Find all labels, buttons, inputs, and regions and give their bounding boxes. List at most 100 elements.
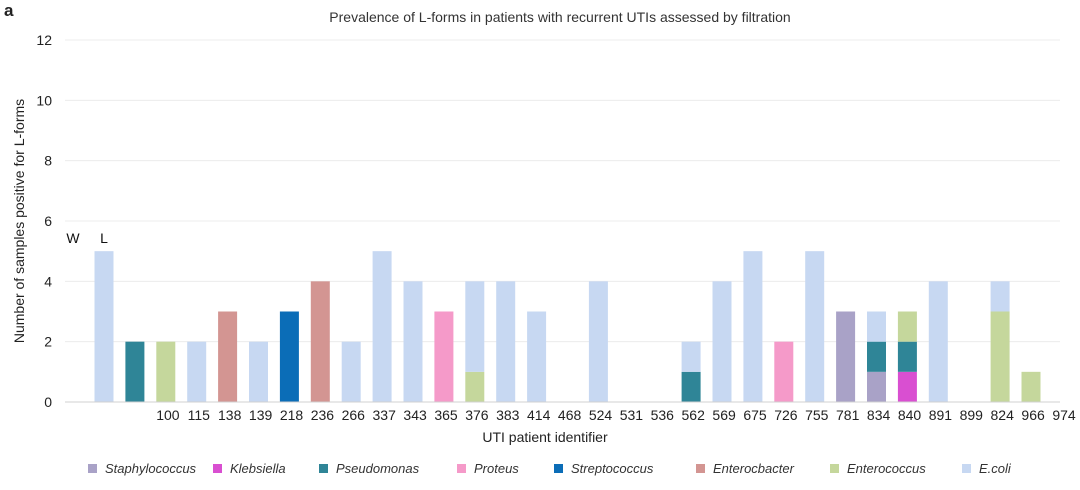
x-tick-label: 138 <box>218 407 242 423</box>
x-tick-label: 675 <box>743 407 767 423</box>
bar-segment <box>125 341 145 402</box>
x-tick-label: 414 <box>527 407 551 423</box>
x-tick-label: 899 <box>960 407 984 423</box>
x-tick-label: 562 <box>682 407 706 423</box>
legend-swatch <box>457 464 466 473</box>
x-tick-label: 383 <box>496 407 520 423</box>
legend-item: Pseudomonas <box>319 461 419 476</box>
bar-segment <box>681 341 701 372</box>
bar-segment <box>867 341 886 372</box>
x-tick-label: 343 <box>403 407 427 423</box>
legend-label: Proteus <box>474 461 519 476</box>
legend-item: Klebsiella <box>213 461 286 476</box>
x-tick-label: 840 <box>898 407 922 423</box>
legend-item: Staphylococcus <box>88 461 196 476</box>
y-tick-label: 12 <box>36 32 52 48</box>
x-tick-label: 781 <box>836 407 860 423</box>
bar-segment <box>341 341 361 402</box>
x-tick-label: 536 <box>651 407 675 423</box>
annotation-w: W <box>66 230 80 246</box>
annotation-l: L <box>100 230 108 246</box>
legend-swatch <box>830 464 839 473</box>
bar-segment <box>527 311 547 402</box>
bar-segment <box>743 251 763 402</box>
panel-letter: a <box>4 1 14 20</box>
legend-label: E.coli <box>979 461 1011 476</box>
bar-segment <box>897 371 917 402</box>
bar-segment <box>588 281 608 402</box>
bar-segment <box>990 281 1010 312</box>
y-tick-label: 8 <box>44 153 52 169</box>
x-tick-label: 468 <box>558 407 582 423</box>
bar-segment <box>897 341 917 372</box>
x-tick-label: 755 <box>805 407 829 423</box>
x-tick-label: 115 <box>188 407 211 423</box>
x-tick-label: 376 <box>465 407 489 423</box>
bar-segment <box>310 281 330 402</box>
x-tick-label: 266 <box>342 407 366 423</box>
bar-segment <box>774 341 794 402</box>
bar-segment <box>249 341 268 402</box>
legend-label: Klebsiella <box>230 461 286 476</box>
x-axis-label: UTI patient identifier <box>482 429 608 445</box>
bar-segment <box>279 311 299 402</box>
legend-swatch <box>962 464 971 473</box>
bars <box>94 251 1041 402</box>
x-tick-label: 524 <box>589 407 613 423</box>
y-tick-label: 4 <box>44 273 52 289</box>
legend-swatch <box>319 464 328 473</box>
x-tick-label: 218 <box>280 407 304 423</box>
bar-segment <box>805 251 825 402</box>
bar-segment <box>897 311 917 342</box>
bar-segment <box>218 311 238 402</box>
bar-segment <box>372 251 392 402</box>
bar-segment <box>496 281 516 402</box>
legend-item: Enterococcus <box>830 461 926 476</box>
bar-segment <box>465 281 485 372</box>
y-axis-label: Number of samples positive for L-forms <box>11 99 27 343</box>
chart-title: Prevalence of L-forms in patients with r… <box>329 9 791 25</box>
x-tick-labels: 100 115 138 139 218 236 266 337 343 365 376 383 414 4… <box>156 407 1076 423</box>
x-tick-label: 824 <box>991 407 1015 423</box>
x-tick-label: 337 <box>373 407 397 423</box>
x-tick-label: 891 <box>929 407 953 423</box>
legend-swatch <box>88 464 97 473</box>
bar-segment <box>434 311 454 402</box>
y-tick-label: 6 <box>44 213 52 229</box>
bar-segment <box>712 281 732 402</box>
bar-segment <box>465 371 485 402</box>
bar-segment <box>867 371 886 402</box>
bar-segment <box>94 251 114 402</box>
bar-segment <box>681 371 701 402</box>
legend-label: Pseudomonas <box>336 461 420 476</box>
y-tick-label: 10 <box>36 92 52 108</box>
x-tick-label: 531 <box>620 407 644 423</box>
x-tick-label: 974 <box>1052 407 1076 423</box>
legend-item: E.coli <box>962 461 1011 476</box>
legend-swatch <box>213 464 222 473</box>
bar-segment <box>990 311 1010 402</box>
bar-segment <box>928 281 948 402</box>
y-tick-label: 0 <box>44 394 52 410</box>
x-tick-label: 834 <box>867 407 891 423</box>
legend-label: Streptococcus <box>571 461 654 476</box>
bar-segment <box>187 341 207 402</box>
x-tick-label: 569 <box>712 407 736 423</box>
legend-item: Enterocbacter <box>696 461 794 476</box>
bar-segment <box>867 311 886 342</box>
x-tick-label: 236 <box>311 407 335 423</box>
legend-item: Proteus <box>457 461 519 476</box>
x-tick-label: 726 <box>774 407 798 423</box>
legend-swatch <box>554 464 563 473</box>
x-tick-label: 100 <box>156 407 180 423</box>
bar-segment <box>836 311 856 402</box>
x-tick-label: 365 <box>434 407 458 423</box>
bar-segment <box>403 281 423 402</box>
legend-item: Streptococcus <box>554 461 653 476</box>
bar-segment <box>1021 371 1041 402</box>
legend-label: Staphylococcus <box>105 461 197 476</box>
legend: Staphylococcus Klebsiella Pseudomonas Prote… <box>0 461 1080 481</box>
bar-segment <box>156 341 176 402</box>
x-tick-label: 139 <box>249 407 273 423</box>
